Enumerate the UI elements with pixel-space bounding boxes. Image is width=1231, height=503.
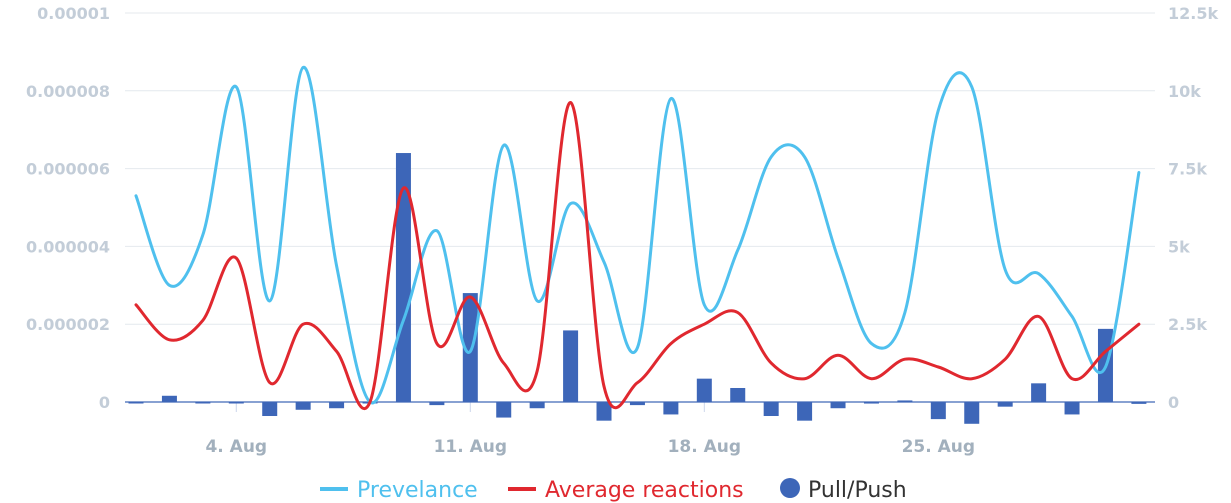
pull-push-bar <box>763 402 779 417</box>
y-right-tick-label: 7.5k <box>1168 160 1207 179</box>
pull-push-bar <box>997 402 1013 407</box>
y-left-tick-label: 0.000008 <box>26 82 110 101</box>
x-tick-label: 18. Aug <box>668 437 741 457</box>
pull-push-bar <box>629 402 645 406</box>
y-right-tick-label: 12.5k <box>1168 4 1218 23</box>
pull-push-bar <box>429 402 445 406</box>
pull-push-bar <box>228 402 244 404</box>
pull-push-bar <box>563 330 579 402</box>
pull-push-bar <box>696 378 712 402</box>
pull-push-bar <box>797 402 813 421</box>
pull-push-bar <box>863 402 879 404</box>
pull-push-bar <box>262 402 278 417</box>
pull-push-bar <box>1031 383 1047 402</box>
pull-push-legend-label: Pull/Push <box>808 478 907 503</box>
average-reactions-line <box>134 100 1141 411</box>
pull-push-bar <box>329 402 345 409</box>
pull-push-bar <box>663 402 679 415</box>
y-left-tick-label: 0.000002 <box>26 315 110 334</box>
series-lines <box>134 65 1141 411</box>
pull-push-bar <box>128 402 144 404</box>
pull-push-bar <box>1131 402 1147 404</box>
average-reactions-legend-symbol <box>508 487 536 491</box>
x-axis: 4. Aug 11. Aug 18. Aug 25. Aug <box>205 402 975 457</box>
pull-push-bar <box>462 293 478 402</box>
right-axis: 0 2.5k 5k 7.5k 10k 12.5k <box>1168 4 1218 412</box>
x-tick-label: 4. Aug <box>205 437 267 457</box>
y-left-tick-label: 0.000004 <box>26 237 110 256</box>
pull-push-bars <box>125 153 1155 424</box>
y-right-tick-label: 5k <box>1168 237 1190 256</box>
y-right-tick-label: 2.5k <box>1168 315 1207 334</box>
pull-push-bar <box>295 402 311 410</box>
y-left-tick-label: 0.000006 <box>26 160 110 179</box>
y-right-tick-label: 0 <box>1168 393 1179 412</box>
pull-push-bar <box>1064 402 1080 415</box>
pull-push-bar <box>730 387 746 402</box>
prevelance-legend-label: Prevelance <box>357 478 478 503</box>
pull-push-bar <box>161 395 177 402</box>
average-reactions-legend-label: Average reactions <box>545 478 744 503</box>
y-right-tick-label: 10k <box>1168 82 1201 101</box>
pull-push-bar <box>897 400 913 402</box>
pull-push-bar <box>195 402 211 404</box>
prevelance-legend-symbol <box>320 487 348 491</box>
prevelance-line <box>134 65 1141 405</box>
pull-push-bar <box>596 402 612 421</box>
pull-push-bar <box>930 402 946 420</box>
pull-push-bar <box>830 402 846 409</box>
pull-push-legend-symbol <box>780 478 800 498</box>
pull-push-bar <box>964 402 980 424</box>
x-tick-label: 11. Aug <box>434 437 507 457</box>
legend: Prevelance Average reactions Pull/Push <box>320 478 907 503</box>
left-axis: 0 0.000002 0.000004 0.000006 0.000008 0.00001 <box>26 4 110 412</box>
pull-push-bar <box>529 402 545 409</box>
y-left-tick-label: 0.00001 <box>37 4 110 23</box>
x-tick-label: 25. Aug <box>902 437 975 457</box>
pull-push-bar <box>496 402 512 418</box>
pull-push-bar <box>395 153 411 402</box>
y-left-tick-label: 0 <box>99 393 110 412</box>
